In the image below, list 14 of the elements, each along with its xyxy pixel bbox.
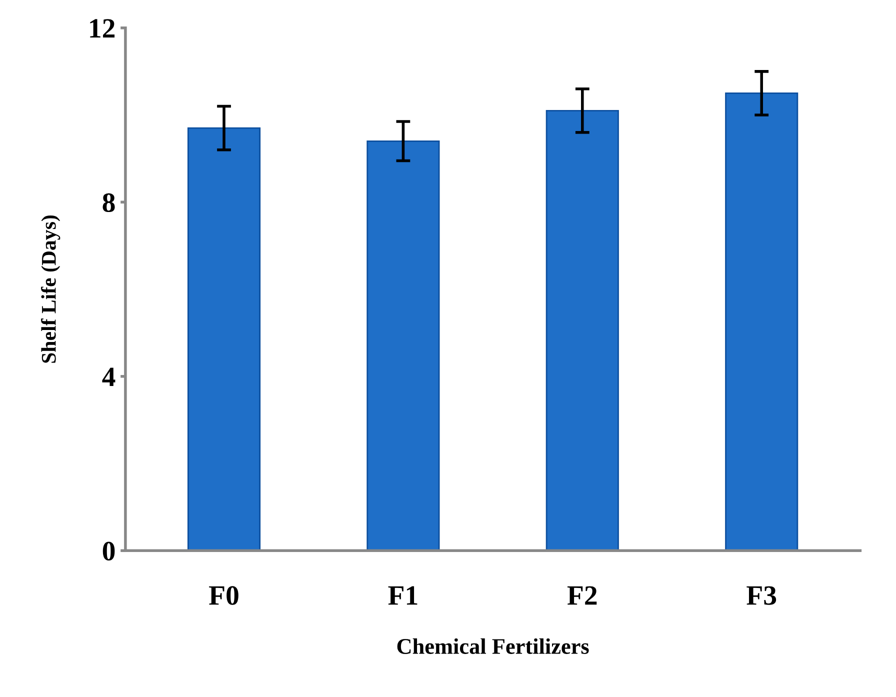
y-tick-label: 0 (102, 542, 115, 561)
bar (366, 140, 440, 551)
y-tick-label: 4 (102, 368, 116, 386)
x-tick-label: F2 (567, 586, 597, 605)
x-tick-label: F0 (209, 586, 238, 605)
y-axis-title: Shelf Life (Days) (41, 216, 60, 363)
bar (187, 127, 261, 551)
x-tick-label: F1 (388, 586, 418, 605)
bar (725, 92, 798, 551)
x-tick-label: F3 (746, 586, 776, 605)
y-tick-label: 12 (90, 19, 115, 38)
bar (546, 110, 619, 551)
y-tick-label: 8 (102, 193, 115, 212)
x-axis-title: Chemical Fertilizers (397, 638, 589, 654)
